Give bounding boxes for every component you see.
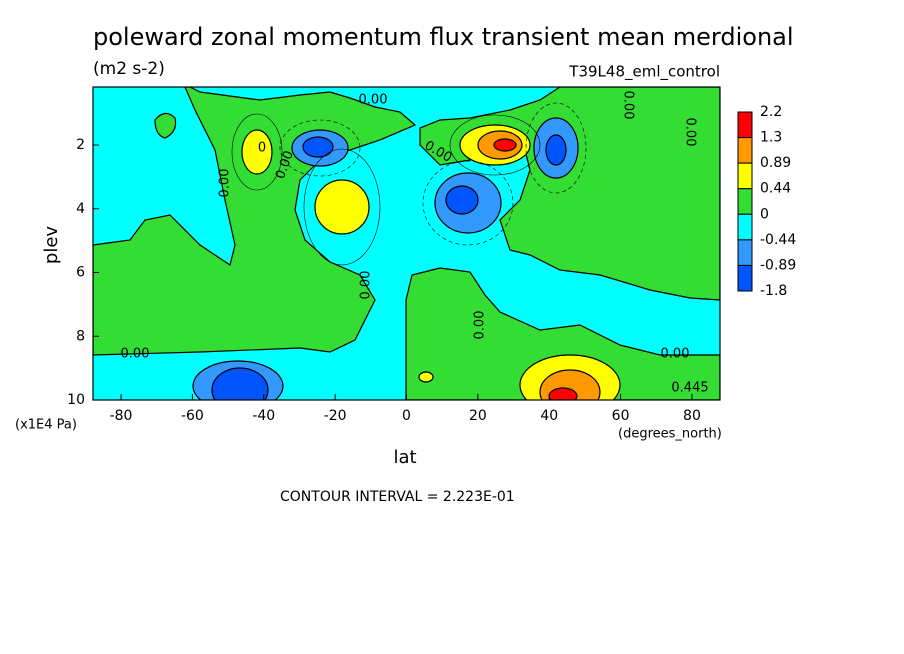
contour-label: 0.00 [359, 271, 374, 300]
contour-label: 0.00 [359, 93, 388, 108]
colorbar-box [737, 111, 753, 139]
contour-line [303, 148, 381, 266]
x-tick-label: 80 [683, 408, 701, 424]
y-tick-label: 2 [76, 137, 85, 153]
x-tick-label: 60 [612, 408, 630, 424]
contour-region [405, 267, 720, 400]
x-tick-label: -80 [110, 408, 133, 424]
colorbar-label: 0.44 [760, 181, 791, 197]
contour-region [493, 138, 517, 152]
contour-interval: CONTOUR INTERVAL = 2.223E-01 [280, 489, 515, 505]
contour-line [525, 102, 587, 194]
y-axis-label: plev [41, 226, 62, 265]
y-tick-label: 4 [76, 201, 85, 217]
contour-region [314, 179, 370, 235]
colorbar-box [737, 162, 753, 190]
x-axis-units: (degrees_north) [618, 427, 722, 442]
chart-subtitle: (m2 s-2) [93, 59, 165, 79]
colorbar-label: 2.2 [760, 104, 782, 120]
contour-region [548, 387, 578, 400]
x-axis-label: lat [393, 447, 416, 468]
contour-line [231, 113, 283, 191]
contour-region [241, 129, 273, 175]
colorbar-label: 0.89 [760, 155, 791, 171]
contour-region [211, 367, 269, 400]
y-tick-label: 6 [76, 265, 85, 281]
x-tick-label: 40 [540, 408, 558, 424]
contour-region [418, 371, 434, 383]
contour-label: 0.00 [121, 347, 150, 362]
dataset-label: T39L48_eml_control [568, 63, 720, 82]
contour-line [422, 160, 514, 246]
x-tick-label: -60 [181, 408, 204, 424]
colorbar-label: -0.89 [760, 257, 796, 273]
y-tick-label: 8 [76, 328, 85, 344]
contour-line [449, 114, 541, 176]
y-tick-label: 10 [67, 392, 85, 408]
colorbar-box [737, 239, 753, 266]
colorbar-box [737, 137, 753, 164]
contour-region [302, 136, 334, 158]
contour-region [154, 112, 177, 139]
colorbar-box [737, 213, 753, 241]
y-axis-units: (x1E4 Pa) [15, 418, 77, 433]
contour-label: 0.00 [661, 347, 690, 362]
colorbar-label: 0 [760, 206, 769, 222]
contour-region [445, 185, 479, 215]
contour-label: 0.00 [683, 118, 698, 147]
colorbar-label: 1.3 [760, 130, 782, 146]
x-tick-label: -20 [324, 408, 347, 424]
colorbar-box [737, 188, 753, 215]
colorbar-label: -1.8 [760, 283, 787, 299]
contour-label: 0.00 [473, 311, 488, 340]
x-tick-label: 0 [402, 408, 411, 424]
contour-line [279, 119, 361, 177]
contour-label: 0.445 [671, 381, 708, 396]
contour-label: 0 [258, 141, 266, 156]
chart-title: poleward zonal momentum flux transient m… [93, 23, 794, 51]
colorbar-label: -0.44 [760, 232, 796, 248]
colorbar-box [737, 264, 753, 292]
contour-region [545, 134, 567, 166]
contour-label: 0.00 [621, 91, 636, 120]
contour-label: 0.00 [218, 169, 233, 198]
x-tick-label: 20 [469, 408, 487, 424]
x-tick-label: -40 [252, 408, 275, 424]
contour-field [93, 87, 720, 400]
